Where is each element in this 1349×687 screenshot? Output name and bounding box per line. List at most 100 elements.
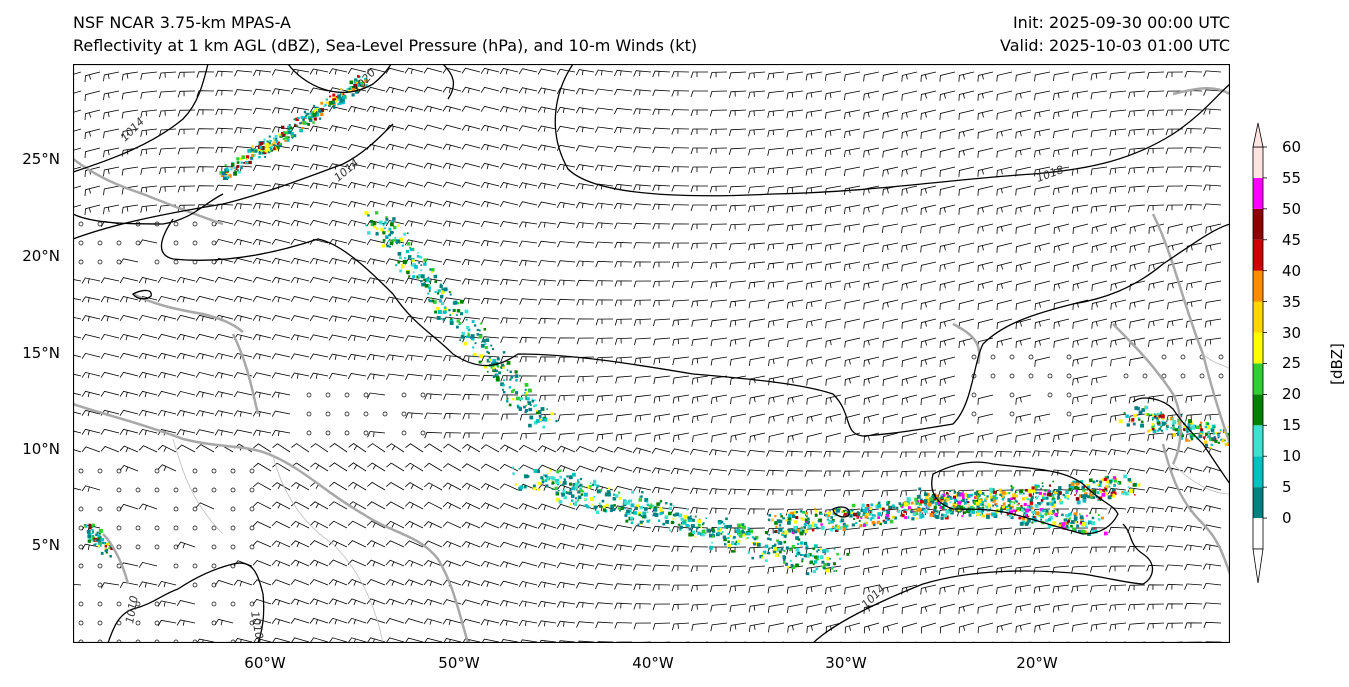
reflectivity-cell bbox=[561, 493, 565, 497]
wind-barb bbox=[690, 507, 709, 514]
wind-barb bbox=[480, 463, 500, 472]
reflectivity-cell bbox=[258, 155, 261, 159]
reflectivity-cell bbox=[569, 482, 573, 486]
reflectivity-cell bbox=[727, 540, 730, 543]
reflectivity-cell bbox=[929, 513, 934, 517]
reflectivity-cell bbox=[966, 494, 971, 498]
wind-barb bbox=[633, 622, 652, 630]
reflectivity-cell bbox=[293, 134, 297, 138]
reflectivity-cell bbox=[442, 317, 446, 321]
reflectivity-cell bbox=[1006, 512, 1010, 515]
wind-barb bbox=[195, 295, 215, 302]
wind-barb bbox=[404, 220, 424, 227]
wind-barb bbox=[1128, 622, 1146, 631]
reflectivity-cell bbox=[572, 483, 577, 487]
wind-barb bbox=[882, 375, 899, 387]
reflectivity-cell bbox=[777, 541, 780, 544]
reflectivity-cell bbox=[690, 524, 695, 528]
wind-barb bbox=[1128, 413, 1146, 423]
reflectivity-cell bbox=[761, 556, 764, 559]
reflectivity-cell bbox=[100, 538, 105, 542]
wind-barb bbox=[710, 603, 728, 612]
reflectivity-cell bbox=[1106, 475, 1109, 478]
reflectivity-cell bbox=[837, 506, 841, 510]
calm-marker bbox=[211, 468, 217, 474]
wind-barb bbox=[500, 336, 519, 344]
reflectivity-cell bbox=[531, 398, 534, 400]
wind-barb bbox=[215, 165, 234, 173]
reflectivity-cell bbox=[869, 511, 872, 514]
reflectivity-cell bbox=[1046, 502, 1050, 506]
reflectivity-cell bbox=[824, 510, 827, 513]
wind-barb bbox=[729, 565, 747, 574]
reflectivity-cell bbox=[1127, 486, 1130, 489]
reflectivity-cell bbox=[935, 494, 939, 498]
wind-barb bbox=[328, 296, 348, 303]
wind-barb bbox=[901, 375, 918, 387]
wind-barb bbox=[710, 299, 728, 308]
reflectivity-cell bbox=[1211, 424, 1216, 429]
reflectivity-cell bbox=[383, 221, 387, 225]
reflectivity-cell bbox=[916, 500, 919, 503]
wind-barb bbox=[672, 413, 690, 423]
wind-barb bbox=[480, 86, 500, 93]
wind-barb bbox=[882, 166, 899, 177]
wind-barb bbox=[710, 337, 728, 347]
reflectivity-cell bbox=[219, 171, 223, 175]
wind-barb bbox=[881, 489, 899, 498]
reflectivity-cell bbox=[912, 512, 917, 516]
wind-barb bbox=[671, 584, 690, 592]
wind-barb bbox=[348, 462, 367, 472]
reflectivity-cell bbox=[441, 288, 444, 291]
wind-barb bbox=[385, 162, 405, 170]
wind-barb bbox=[214, 276, 234, 283]
wind-barb bbox=[424, 431, 443, 439]
wind-barb bbox=[1203, 165, 1222, 172]
reflectivity-cell bbox=[1015, 494, 1019, 498]
reflectivity-cell bbox=[509, 378, 512, 381]
wind-barb bbox=[347, 68, 367, 75]
reflectivity-cell bbox=[992, 504, 994, 507]
reflectivity-cell bbox=[990, 491, 993, 494]
wind-barb bbox=[386, 482, 405, 491]
reflectivity-cell bbox=[751, 536, 755, 539]
calm-marker bbox=[363, 392, 369, 398]
map-panel[interactable]: 1014 1020 1014 1018 1014 1010 1010 bbox=[73, 64, 1230, 643]
reflectivity-cell bbox=[574, 503, 577, 507]
wind-barb bbox=[729, 318, 747, 328]
wind-barb bbox=[729, 356, 747, 366]
init-time: Init: 2025-09-30 00:00 UTC bbox=[1012, 13, 1230, 32]
reflectivity-cell bbox=[317, 109, 321, 113]
reflectivity-cell bbox=[781, 533, 784, 536]
reflectivity-cell bbox=[678, 523, 681, 526]
reflectivity-cell bbox=[746, 536, 749, 539]
reflectivity-cell bbox=[1017, 510, 1020, 512]
reflectivity-cell bbox=[1057, 495, 1060, 498]
wind-barb bbox=[900, 489, 918, 498]
reflectivity-cell bbox=[704, 532, 707, 535]
reflectivity-cell bbox=[306, 112, 309, 116]
reflectivity-cell bbox=[640, 515, 643, 518]
reflectivity-cell bbox=[1045, 509, 1049, 513]
reflectivity-cell bbox=[1107, 495, 1112, 500]
reflectivity-cell bbox=[1191, 426, 1195, 430]
reflectivity-cell bbox=[84, 524, 88, 528]
wind-barb bbox=[309, 125, 329, 132]
wind-barb bbox=[367, 431, 386, 438]
reflectivity-cell bbox=[1217, 436, 1220, 439]
wind-barb bbox=[423, 579, 443, 587]
reflectivity-cell bbox=[490, 344, 493, 347]
wind-barb bbox=[500, 375, 519, 382]
wind-barb bbox=[671, 147, 690, 154]
wind-barb bbox=[385, 335, 405, 342]
wind-barb bbox=[786, 242, 804, 252]
wind-barb bbox=[138, 333, 158, 340]
reflectivity-cell bbox=[873, 514, 876, 517]
reflectivity-cell bbox=[1183, 426, 1186, 429]
wind-barb bbox=[690, 223, 709, 231]
colorbar-tick-label: 40 bbox=[1282, 261, 1302, 280]
wind-barb bbox=[729, 261, 747, 270]
calm-marker bbox=[116, 240, 122, 246]
calm-marker bbox=[97, 221, 103, 227]
reflectivity-cell bbox=[737, 542, 740, 545]
